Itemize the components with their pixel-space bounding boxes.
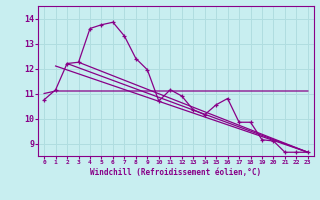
X-axis label: Windchill (Refroidissement éolien,°C): Windchill (Refroidissement éolien,°C): [91, 168, 261, 177]
